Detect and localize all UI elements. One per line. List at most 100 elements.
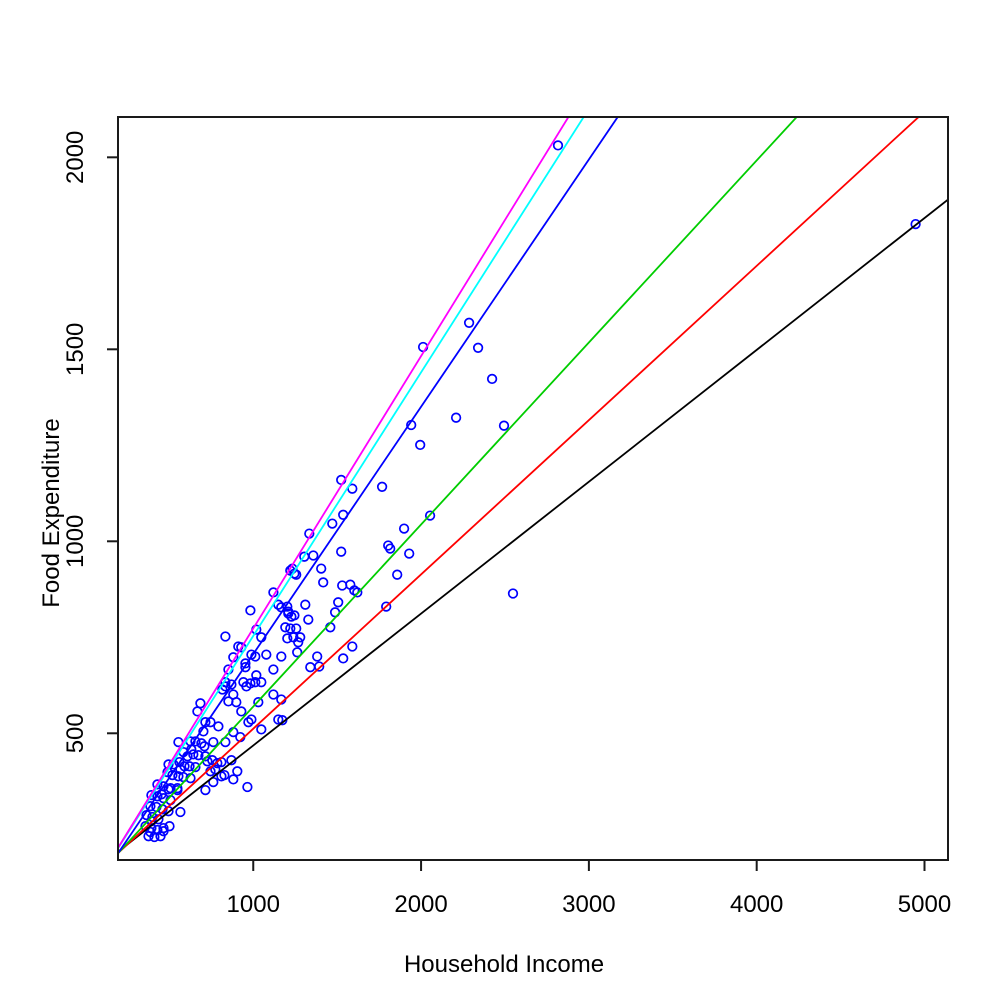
data-point bbox=[236, 706, 247, 717]
data-point bbox=[242, 781, 253, 793]
data-point bbox=[241, 681, 252, 692]
data-point bbox=[450, 412, 462, 423]
data-point bbox=[463, 317, 475, 328]
data-point bbox=[404, 548, 415, 559]
line-blue bbox=[118, 117, 619, 854]
data-point bbox=[385, 543, 396, 554]
data-point bbox=[273, 714, 284, 725]
data-point bbox=[472, 342, 484, 353]
data-point bbox=[507, 588, 519, 599]
data-point bbox=[172, 783, 183, 794]
data-point bbox=[280, 622, 291, 633]
data-point bbox=[155, 831, 166, 842]
data-point bbox=[276, 651, 287, 662]
data-point bbox=[286, 611, 297, 622]
data-point bbox=[291, 623, 302, 634]
data-point bbox=[220, 631, 231, 642]
data-point bbox=[338, 653, 349, 664]
data-point bbox=[152, 779, 163, 790]
data-point bbox=[164, 821, 175, 832]
data-point bbox=[200, 784, 211, 796]
regression-lines bbox=[118, 117, 948, 854]
line-cyan bbox=[118, 117, 585, 849]
data-point bbox=[243, 717, 254, 728]
data-point bbox=[158, 826, 169, 837]
line-red bbox=[118, 117, 920, 854]
data-point bbox=[381, 601, 392, 612]
data-point bbox=[498, 420, 510, 431]
plot-border bbox=[117, 116, 949, 861]
x-tick-label: 1000 bbox=[227, 891, 280, 918]
x-axis-title: Household Income bbox=[403, 951, 605, 978]
data-point bbox=[232, 766, 243, 777]
data-point bbox=[175, 806, 186, 818]
data-point bbox=[316, 563, 327, 574]
data-point bbox=[337, 580, 348, 591]
x-tick-label: 3000 bbox=[562, 891, 615, 918]
x-tick-label: 2000 bbox=[394, 891, 447, 918]
data-point bbox=[285, 623, 296, 634]
data-point bbox=[415, 439, 426, 451]
data-point bbox=[305, 662, 316, 673]
data-point bbox=[190, 761, 201, 773]
line-green bbox=[118, 117, 798, 854]
data-point bbox=[292, 647, 303, 658]
data-point bbox=[336, 546, 347, 557]
line-black bbox=[118, 198, 948, 853]
data-point bbox=[173, 771, 184, 782]
data-point bbox=[245, 605, 256, 616]
data-point bbox=[268, 689, 279, 700]
data-point bbox=[352, 587, 363, 598]
data-point bbox=[552, 140, 564, 151]
x-tick-label: 5000 bbox=[898, 891, 951, 918]
line-magenta bbox=[118, 117, 570, 849]
data-point bbox=[486, 373, 498, 385]
data-point bbox=[167, 769, 178, 781]
data-point bbox=[208, 736, 219, 748]
data-point bbox=[190, 736, 201, 747]
data-point bbox=[199, 741, 210, 752]
data-point bbox=[268, 664, 279, 675]
data-point bbox=[200, 717, 211, 728]
data-point bbox=[282, 633, 293, 644]
y-axis: 500 1000 1500 2000 bbox=[62, 131, 118, 753]
y-axis-title: Food Expenditure bbox=[38, 418, 65, 608]
data-point bbox=[261, 649, 272, 660]
data-point bbox=[145, 801, 156, 812]
data-point bbox=[216, 771, 227, 782]
data-point bbox=[312, 651, 323, 662]
data-point bbox=[288, 632, 299, 643]
data-point bbox=[376, 481, 388, 492]
data-point bbox=[910, 218, 921, 230]
data-point bbox=[212, 758, 223, 769]
data-point bbox=[226, 679, 237, 690]
data-point bbox=[303, 614, 314, 625]
data-point bbox=[145, 826, 156, 838]
data-point bbox=[207, 755, 218, 766]
data-point bbox=[228, 774, 239, 785]
data-point bbox=[327, 518, 338, 529]
data-point bbox=[196, 738, 207, 749]
data-point bbox=[250, 677, 261, 688]
data-point bbox=[424, 510, 436, 521]
data-point bbox=[318, 577, 329, 588]
data-point bbox=[314, 661, 325, 672]
y-tick-label: 2000 bbox=[62, 131, 89, 184]
data-point bbox=[210, 764, 221, 775]
data-point bbox=[347, 641, 358, 652]
data-point bbox=[240, 658, 251, 669]
data-point bbox=[184, 761, 195, 772]
y-tick-label: 500 bbox=[62, 713, 89, 753]
x-tick-label: 4000 bbox=[730, 891, 783, 918]
data-point bbox=[146, 789, 157, 801]
data-point bbox=[240, 662, 251, 673]
data-point bbox=[188, 749, 199, 760]
data-point bbox=[300, 599, 311, 610]
data-point bbox=[398, 523, 410, 534]
data-point bbox=[256, 724, 267, 735]
data-point bbox=[193, 750, 204, 761]
data-point bbox=[253, 697, 264, 708]
x-axis: 1000 2000 3000 4000 5000 bbox=[227, 860, 951, 918]
